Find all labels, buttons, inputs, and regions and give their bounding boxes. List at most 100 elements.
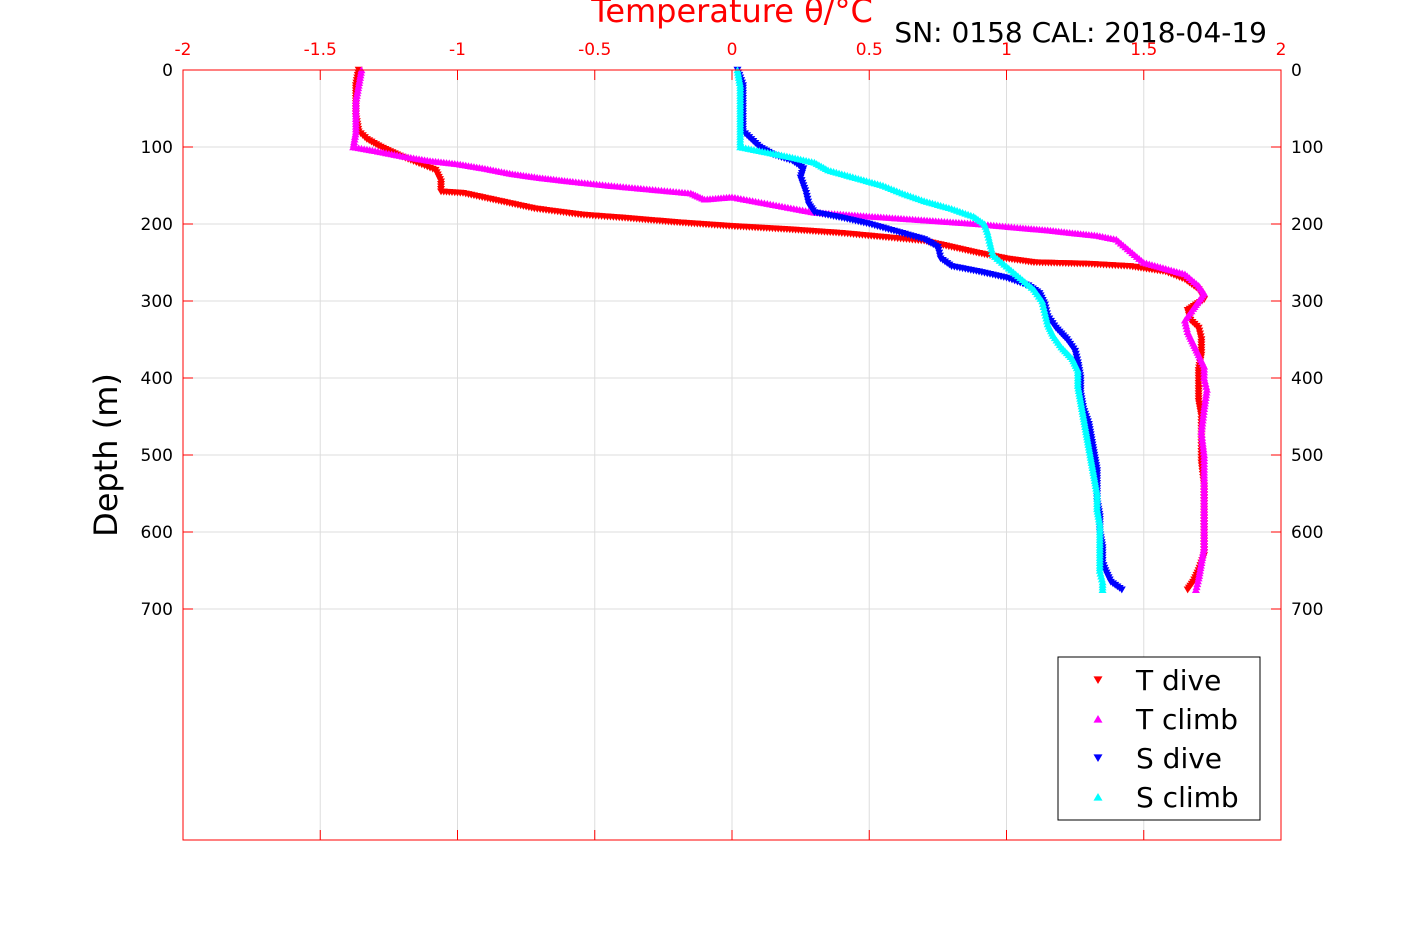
data-point	[1041, 311, 1050, 319]
data-point	[983, 230, 992, 238]
data-point	[1040, 306, 1049, 313]
data-point	[1194, 574, 1203, 582]
tick-marks	[182, 69, 1282, 840]
data-point	[1183, 586, 1192, 594]
data-point	[1200, 399, 1209, 407]
data-point	[1198, 434, 1207, 441]
data-point	[1199, 442, 1208, 450]
legend-marker	[1093, 754, 1103, 763]
y-tick-label-left: 100	[141, 138, 173, 158]
data-point	[1182, 322, 1191, 330]
x-tick-label: 1.5	[1130, 40, 1157, 60]
data-point	[1202, 391, 1211, 399]
x-axis-title: Temperature θ/°C	[590, 0, 873, 30]
x-tick-label: -0.5	[578, 40, 611, 60]
data-point	[1198, 439, 1207, 447]
legend-marker	[1093, 714, 1103, 723]
y-tick-label-right: 700	[1291, 600, 1323, 620]
data-point	[1096, 569, 1105, 577]
data-point	[1199, 408, 1208, 415]
legend-marker	[1093, 676, 1103, 685]
data-point	[1042, 317, 1051, 325]
y-tick-label-left: 600	[141, 523, 173, 543]
y-tick-label-right: 200	[1291, 215, 1323, 235]
y-tick-label-left: 400	[141, 369, 173, 389]
y-tick-label-right: 600	[1291, 523, 1323, 543]
data-point	[983, 228, 992, 235]
data-point	[1198, 419, 1207, 427]
data-point	[1201, 380, 1210, 387]
data-point	[1197, 425, 1206, 433]
data-point	[1201, 396, 1210, 404]
legend: T dive T climb S dive S climb	[1057, 656, 1261, 821]
data-point	[1180, 316, 1189, 324]
data-point	[1038, 300, 1047, 308]
y-tick-label-right: 500	[1291, 446, 1323, 466]
data-point	[1098, 586, 1107, 593]
data-point	[1097, 575, 1106, 583]
y-axis-title: Depth (m)	[87, 373, 125, 537]
data-point	[1199, 445, 1208, 453]
data-points	[349, 66, 1211, 594]
data-point	[1039, 303, 1048, 310]
data-point	[1200, 374, 1209, 382]
legend-marker	[1093, 792, 1103, 801]
data-point	[1038, 297, 1047, 305]
x-tick-label: 0.5	[856, 40, 883, 60]
legend-label: S climb	[1136, 781, 1239, 814]
y-tick-label-left: 700	[141, 600, 173, 620]
data-point	[986, 242, 995, 250]
data-point	[1199, 410, 1208, 418]
y-tick-label-right: 300	[1291, 292, 1323, 312]
y-tick-label-left: 200	[141, 215, 173, 235]
grid	[183, 70, 1281, 840]
data-point	[1202, 385, 1211, 393]
data-point	[988, 248, 997, 256]
data-point	[987, 245, 996, 253]
y-tick-label-right: 0	[1291, 61, 1302, 81]
data-point	[986, 239, 995, 247]
data-point	[1191, 586, 1200, 593]
data-point	[1202, 388, 1211, 396]
y-tick-label-left: 500	[141, 446, 173, 466]
legend-label: T climb	[1135, 703, 1238, 736]
legend-box	[1057, 656, 1261, 821]
data-point	[1042, 314, 1051, 322]
y-tick-label-left: 300	[141, 292, 173, 312]
data-point	[1197, 428, 1206, 436]
x-tick-label: -1.5	[304, 40, 337, 60]
data-point	[1097, 572, 1106, 580]
legend-label: T dive	[1135, 664, 1221, 697]
data-point	[1202, 383, 1211, 390]
x-tick-label: -1	[449, 40, 466, 60]
x-tick-label: 0	[727, 40, 738, 60]
data-point	[1117, 586, 1126, 594]
data-point	[1193, 577, 1202, 585]
y-tick-label-right: 400	[1291, 369, 1323, 389]
data-point	[1200, 402, 1209, 410]
legend-label: S dive	[1136, 742, 1222, 775]
data-point	[1200, 377, 1209, 385]
x-tick-label: -2	[175, 40, 192, 60]
data-point	[1095, 566, 1104, 574]
y-tick-label-right: 100	[1291, 138, 1323, 158]
x-tick-label: 2	[1276, 40, 1287, 60]
data-point	[1197, 431, 1206, 438]
chart-title: SN: 0158 CAL: 2018-04-19	[894, 16, 1267, 49]
data-point	[1182, 325, 1191, 333]
data-point	[1192, 583, 1201, 591]
data-point	[1201, 394, 1210, 401]
y-tick-label-left: 0	[162, 61, 173, 81]
data-point	[1200, 405, 1209, 412]
data-point	[1199, 413, 1208, 421]
data-point	[985, 236, 994, 244]
data-point	[984, 233, 993, 241]
data-point	[1193, 580, 1202, 588]
data-point	[1198, 416, 1207, 424]
data-point	[1198, 436, 1207, 444]
data-point	[1181, 319, 1190, 327]
series-s-climb	[733, 66, 1107, 593]
x-tick-label: 1	[1001, 40, 1012, 60]
